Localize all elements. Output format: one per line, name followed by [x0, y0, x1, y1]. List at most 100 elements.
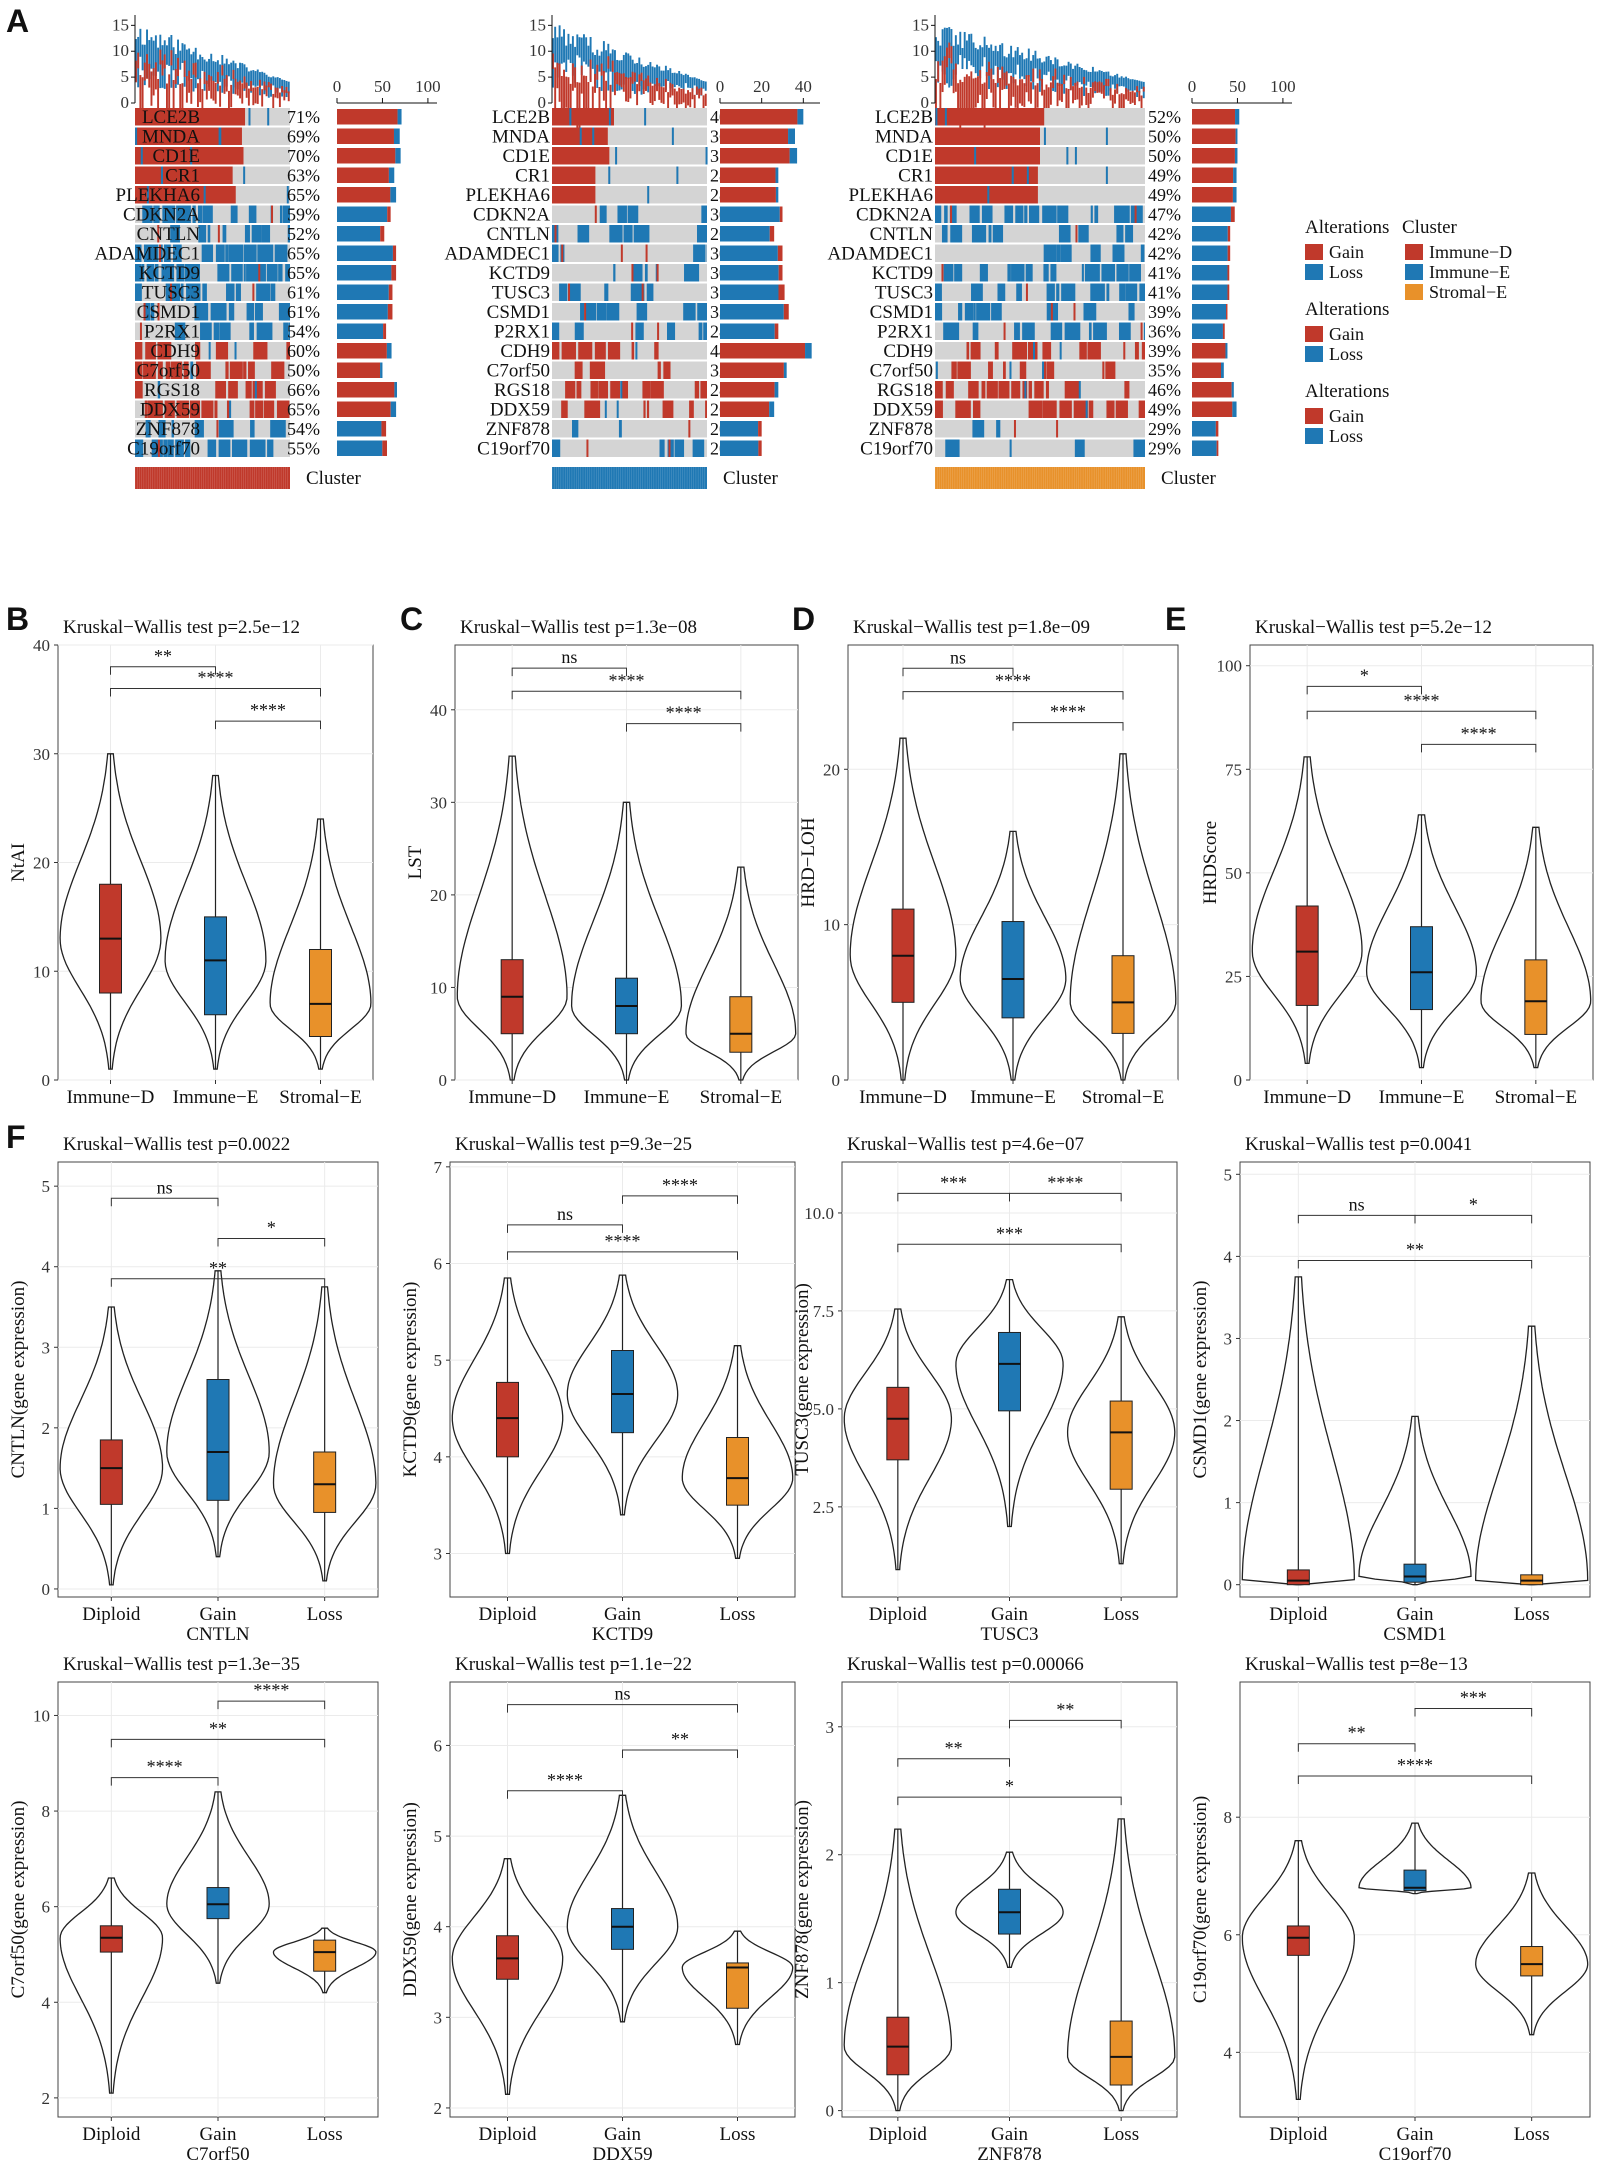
- gene-label: PLEKHA6: [116, 185, 200, 206]
- alteration-mark: [191, 361, 194, 379]
- percent-axis-label: 20: [753, 77, 770, 96]
- x-tick-label: Gain: [200, 1604, 237, 1625]
- gene-label: KCTD9: [139, 263, 200, 284]
- burden-bar-loss: [239, 62, 241, 86]
- y-tick-label: 10: [33, 962, 50, 981]
- burden-bar-gain: [1142, 86, 1145, 92]
- burden-bar-loss: [609, 53, 612, 72]
- percent-bar-minor: [391, 265, 397, 281]
- percent-bar-minor: [758, 440, 762, 456]
- burden-bar-loss: [228, 64, 230, 77]
- alteration-mark: [1073, 303, 1076, 321]
- y-axis-label: TUSC3(gene expression): [792, 1283, 813, 1476]
- burden-bar-loss: [558, 25, 561, 65]
- alteration-block: [594, 342, 606, 360]
- alteration-block: [135, 186, 236, 204]
- burden-bar-loss: [1014, 50, 1017, 75]
- burden-bar-gain: [990, 68, 993, 93]
- alteration-mark: [216, 420, 219, 438]
- burden-bar-gain: [1043, 89, 1046, 118]
- alteration-mark: [561, 244, 564, 262]
- y-tick-label: 0: [1224, 1576, 1233, 1595]
- burden-bar-gain: [1087, 92, 1090, 115]
- box: [1109, 2020, 1133, 2086]
- oncoprint-row: MNDA 69%: [135, 127, 400, 148]
- alteration-mark: [676, 166, 679, 184]
- significance-label: ****: [547, 1770, 583, 1790]
- burden-bar-loss: [979, 45, 982, 79]
- row-background: [552, 244, 707, 262]
- alteration-block: [1094, 205, 1099, 223]
- alteration-block: [1011, 381, 1021, 399]
- alteration-mark: [974, 147, 977, 165]
- y-tick-label: 1: [1224, 1494, 1233, 1513]
- alteration-block: [176, 400, 189, 418]
- alteration-mark: [615, 147, 618, 165]
- row-background: [935, 342, 1145, 360]
- gene-label: C7orf50: [487, 361, 550, 382]
- alteration-block: [1118, 322, 1131, 340]
- burden-bar-gain: [181, 83, 184, 124]
- y-tick-label: 3: [434, 2008, 443, 2027]
- burden-bar-gain: [1061, 84, 1063, 102]
- y-tick-label: 10: [33, 1706, 50, 1725]
- alteration-block: [941, 225, 948, 243]
- oncoprint-row: C19orf70 29%: [860, 439, 1219, 460]
- alteration-block: [620, 381, 629, 399]
- alteration-block: [1043, 244, 1057, 262]
- y-tick-label: 5.0: [813, 1400, 834, 1419]
- burden-bar-loss: [1122, 77, 1125, 87]
- alteration-block: [189, 400, 201, 418]
- burden-bar-loss: [598, 55, 601, 72]
- gene-label: CSMD1: [487, 302, 550, 323]
- burden-bar-gain: [1032, 68, 1035, 83]
- oncoprint-row: RGS1828%: [494, 380, 779, 401]
- panel-title: Kruskal−Wallis test p=0.0041: [1245, 1134, 1472, 1155]
- burden-bar-gain: [684, 93, 687, 114]
- percent-bar-minor: [788, 128, 795, 144]
- gene-label: RGS18: [877, 380, 933, 401]
- burden-bar-gain: [1019, 79, 1021, 104]
- alteration-block: [217, 264, 230, 282]
- oncoprint-row: DDX59 65%: [135, 400, 397, 421]
- burden-bar-loss: [605, 50, 608, 73]
- alteration-block: [567, 283, 581, 301]
- alteration-block: [278, 264, 283, 282]
- alteration-block: [135, 166, 233, 184]
- burden-bar-loss: [992, 50, 995, 75]
- y-tick-label: 5: [434, 1351, 443, 1370]
- gene-label: CDKN2A: [856, 205, 933, 226]
- alteration-block: [246, 303, 255, 321]
- burden-bar-loss: [565, 45, 568, 72]
- y-tick-label: 2: [826, 1846, 835, 1865]
- row-background: [935, 420, 1145, 438]
- burden-bar-gain: [1067, 88, 1070, 117]
- y-axis-label: LST: [405, 845, 426, 879]
- alteration-block: [589, 361, 606, 379]
- oncoprint-row: ZNF878 54%: [135, 419, 387, 440]
- burden-tick-label: 0: [921, 93, 930, 112]
- alteration-block: [194, 342, 201, 360]
- alteration-block: [167, 439, 174, 457]
- alteration-block: [1134, 342, 1139, 360]
- alteration-block: [574, 322, 584, 340]
- significance-label: ***: [996, 1223, 1023, 1243]
- alteration-block: [610, 381, 621, 399]
- legend-label: Stromal−E: [1429, 282, 1507, 302]
- burden-bar-gain: [146, 54, 148, 79]
- burden-bar-loss: [188, 48, 191, 81]
- percent-bar-minor: [1227, 245, 1231, 261]
- burden-bar-gain: [287, 91, 290, 102]
- alteration-block: [253, 342, 268, 360]
- burden-bar-loss: [1012, 57, 1015, 84]
- burden-bar-gain: [618, 72, 621, 86]
- alteration-block: [226, 400, 231, 418]
- alteration-mark: [1075, 225, 1078, 243]
- alteration-mark: [586, 439, 589, 457]
- burden-bar-loss: [580, 37, 583, 75]
- percent-bar-minor: [388, 284, 393, 300]
- burden-bar-loss: [680, 73, 683, 88]
- burden-bar-loss: [166, 45, 168, 65]
- burden-bar-loss: [245, 67, 248, 88]
